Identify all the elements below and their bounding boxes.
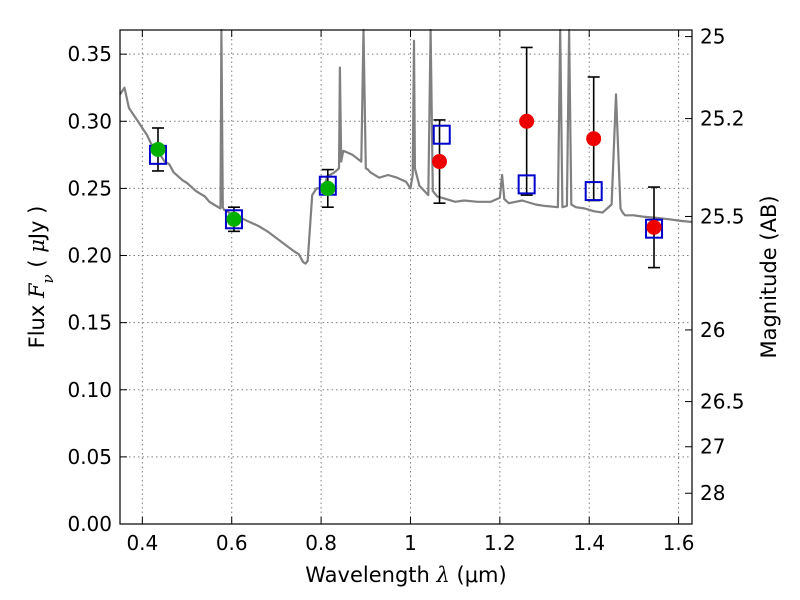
y2-tick-label: 27 (700, 435, 725, 459)
y-tick-label: 0.25 (67, 176, 112, 200)
nir-data-point (586, 131, 602, 147)
optical-data-point (320, 180, 336, 196)
y2-tick-label: 26 (700, 318, 725, 342)
y-tick-label: 0.30 (67, 109, 112, 133)
y2-tick-label: 26.5 (700, 390, 745, 414)
x-tick-label: 1.4 (573, 531, 605, 555)
y-tick-label: 0.35 (67, 42, 112, 66)
y2-tick-label: 25.5 (700, 204, 745, 228)
y2-tick-label: 25 (700, 25, 725, 49)
x-tick-label: 0.6 (216, 531, 248, 555)
y-tick-label: 0.15 (67, 311, 112, 335)
model-box (224, 209, 243, 230)
y2-tick-label: 25.2 (700, 107, 745, 131)
nir-data-point (432, 154, 448, 170)
nir-data-point (646, 219, 662, 235)
y-tick-label: 0.05 (67, 445, 112, 469)
template-spectrum-line (119, 28, 693, 265)
model-box (584, 181, 603, 202)
y-axis-title: Flux Fν ( μJy ) (25, 206, 57, 349)
plot-frame (119, 29, 693, 525)
y2-axis-title: Magnitude (AB) (757, 195, 781, 358)
y-tick-label: 0.10 (67, 378, 112, 402)
model-box (432, 124, 451, 145)
y2-tick-label: 28 (700, 481, 725, 505)
axis-ticks: 0.4 0.6 0.8 1 1.2 1.4 1.6 0.00 0.05 0.10 0.15 0.20 0… (67, 25, 744, 555)
x-tick-label: 0.8 (305, 531, 337, 555)
plot-area (119, 28, 693, 269)
x-tick-label: 0.4 (126, 531, 158, 555)
x-axis-title: Wavelength λ (μm) (305, 563, 506, 587)
grid (120, 30, 692, 525)
model-box (645, 218, 664, 239)
y-tick-label: 0.00 (67, 512, 112, 536)
x-tick-label: 1.2 (484, 531, 516, 555)
optical-data-point (226, 211, 242, 227)
nir-data-point (519, 113, 535, 129)
y-tick-label: 0.20 (67, 244, 112, 268)
model-box (517, 174, 536, 195)
optical-data-point (150, 141, 166, 157)
x-tick-label: 1 (404, 531, 417, 555)
x-tick-label: 1.6 (663, 531, 695, 555)
